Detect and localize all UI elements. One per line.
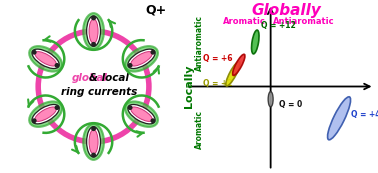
Text: Q = +6: Q = +6 [203,54,233,63]
Text: global: global [72,72,108,83]
Ellipse shape [328,97,350,140]
Text: & local: & local [89,72,129,83]
Text: Aromatic: Aromatic [195,110,204,149]
Text: Q+: Q+ [145,4,166,17]
Circle shape [55,106,59,109]
Text: Q = +12: Q = +12 [261,21,296,30]
Circle shape [129,106,132,109]
Text: Q = +2: Q = +2 [203,79,233,88]
Ellipse shape [35,107,56,121]
Ellipse shape [125,101,158,127]
Ellipse shape [125,46,158,72]
Circle shape [92,127,95,130]
Text: Locally: Locally [184,65,194,108]
Ellipse shape [226,62,240,86]
Text: Antiaromatic: Antiaromatic [273,17,335,26]
Ellipse shape [128,104,155,124]
Circle shape [55,64,59,67]
Text: Q = 0: Q = 0 [279,100,302,109]
Text: Antiaromatic: Antiaromatic [195,15,204,71]
Circle shape [151,51,155,54]
Circle shape [92,153,95,157]
Ellipse shape [87,16,101,46]
Ellipse shape [32,49,59,69]
Text: ring currents: ring currents [61,87,137,97]
Ellipse shape [83,124,104,160]
Ellipse shape [232,54,245,75]
Ellipse shape [251,30,259,54]
Ellipse shape [89,130,98,154]
Ellipse shape [29,46,62,72]
Ellipse shape [32,104,59,124]
Ellipse shape [131,52,152,66]
Ellipse shape [131,107,152,121]
Circle shape [33,119,36,122]
Text: Q = +4: Q = +4 [351,110,378,119]
Circle shape [151,119,155,122]
Text: Aromatic: Aromatic [223,17,266,26]
Ellipse shape [87,127,101,157]
Circle shape [33,51,36,54]
Circle shape [92,43,95,46]
Ellipse shape [29,101,62,127]
Circle shape [129,64,132,67]
Ellipse shape [268,92,273,107]
Text: Globally: Globally [252,3,322,18]
Ellipse shape [89,19,98,43]
Circle shape [92,16,95,20]
Ellipse shape [128,49,155,69]
Ellipse shape [35,52,56,66]
Ellipse shape [83,13,104,49]
